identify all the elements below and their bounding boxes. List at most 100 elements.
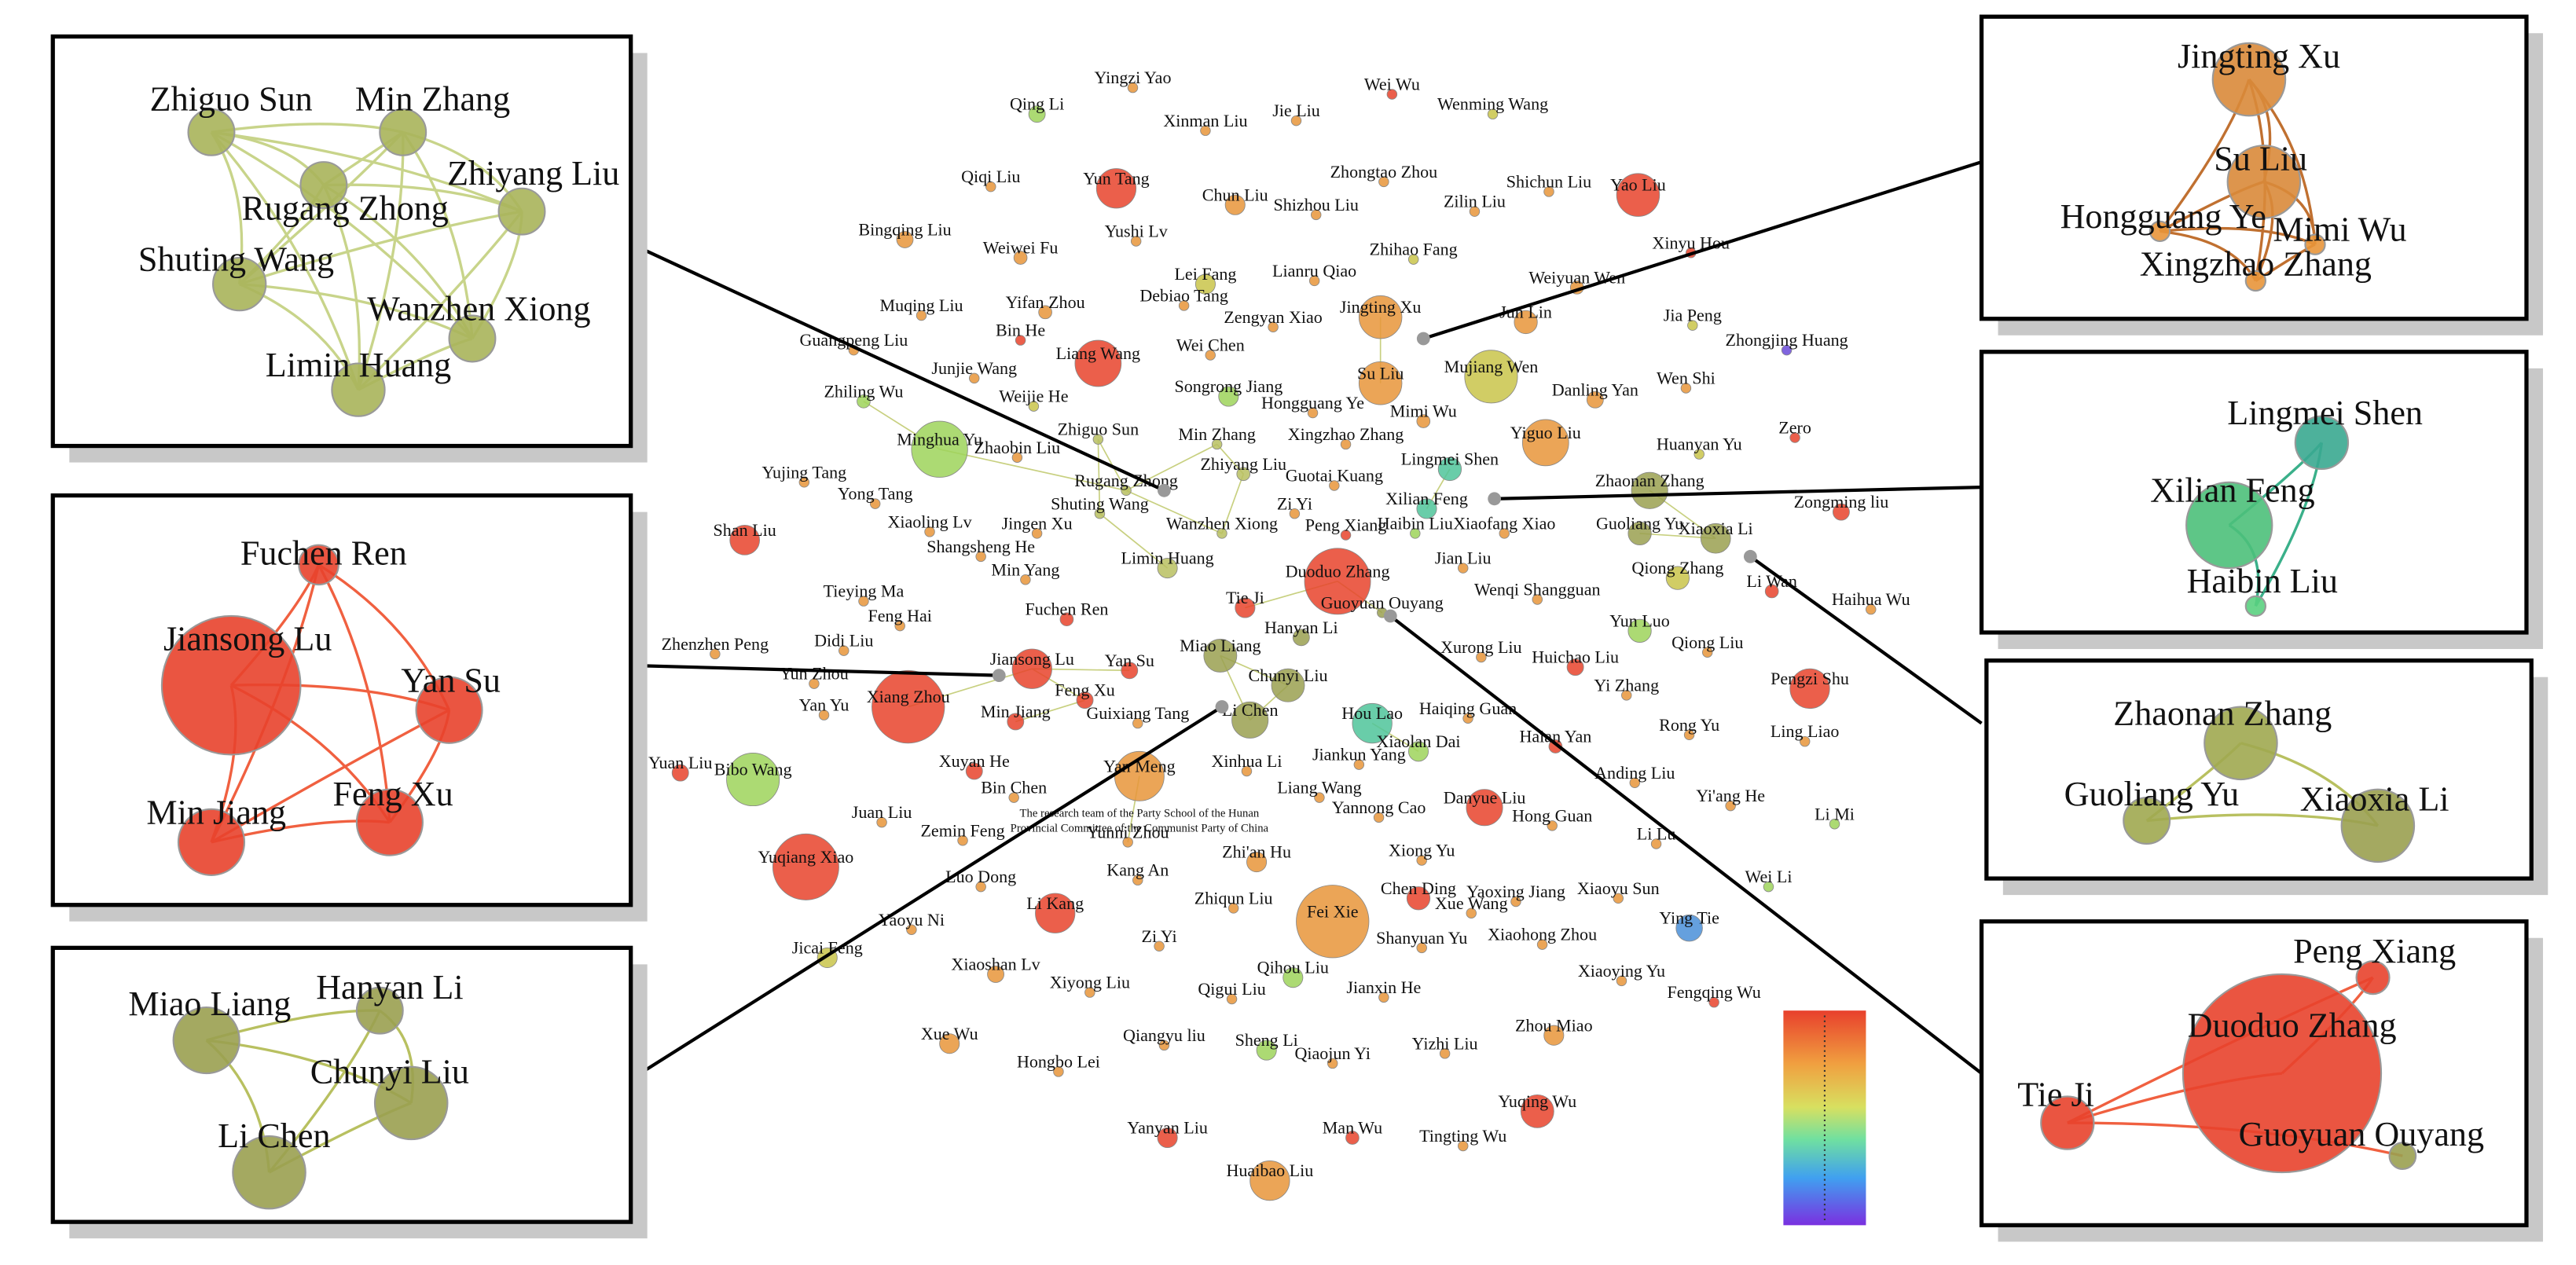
inset-node-label: Rugang Zhong xyxy=(241,189,448,227)
node-label: Haihua Wu xyxy=(1832,589,1910,609)
node-label: Guixiang Tang xyxy=(1086,703,1189,723)
node xyxy=(1157,1127,1178,1149)
node xyxy=(1407,254,1419,265)
node-label: Yuqing Wu xyxy=(1498,1091,1576,1111)
node-label: Yannong Cao xyxy=(1332,798,1426,817)
node xyxy=(1241,765,1253,777)
node xyxy=(1764,584,1779,599)
node xyxy=(1627,521,1652,546)
node-label: Yan Su xyxy=(1105,651,1154,670)
node-label: Li Chen xyxy=(1222,700,1279,720)
node-label: Hongbo Lei xyxy=(1017,1051,1100,1071)
node xyxy=(1203,638,1238,673)
node xyxy=(1789,668,1830,710)
node xyxy=(1268,321,1279,332)
node xyxy=(969,372,980,384)
node-label: Bin Chen xyxy=(981,778,1047,798)
node xyxy=(1629,777,1640,788)
inset-node-label: Li Chen xyxy=(218,1116,330,1155)
node-label: Yun Tang xyxy=(1083,168,1149,188)
node xyxy=(1038,305,1052,320)
inset-node-label: Limin Huang xyxy=(266,346,451,384)
anchor-dot xyxy=(1157,483,1171,497)
node-label: Xingzhao Zhang xyxy=(1288,424,1404,444)
node-label: Yifan Zhou xyxy=(1006,292,1085,312)
node-label: Duoduo Zhang xyxy=(1286,561,1390,581)
inset-node-label: Zhiguo Sun xyxy=(150,80,313,119)
node xyxy=(1327,1058,1338,1069)
node-label: Bingqing Liu xyxy=(858,219,951,239)
connector-line xyxy=(632,663,1000,677)
inset-node-label: Yan Su xyxy=(401,661,501,699)
node xyxy=(1358,361,1403,405)
node-label: Jie Liu xyxy=(1272,101,1320,120)
node xyxy=(1035,893,1076,933)
inset-edge xyxy=(322,184,474,339)
node xyxy=(1866,603,1877,615)
node xyxy=(1158,1040,1170,1051)
node-label: Zilin Liu xyxy=(1444,192,1506,211)
node xyxy=(1464,350,1518,404)
node-label: Mimi Wu xyxy=(1390,402,1457,421)
node-label: Yao Liu xyxy=(1610,175,1666,195)
node-label: Qing Li xyxy=(1010,94,1064,114)
node xyxy=(838,645,849,656)
node-label: Peng Xiang xyxy=(1305,515,1386,535)
node-label: Huichao Liu xyxy=(1532,647,1619,667)
connector-line xyxy=(1422,160,1983,340)
node-label: Yi Zhang xyxy=(1594,675,1659,695)
node xyxy=(857,394,871,409)
node xyxy=(1013,251,1028,265)
node-label: Qiaojun Yi xyxy=(1294,1043,1371,1063)
node-label: Yushi Lv xyxy=(1105,222,1169,241)
node-label: Xilian Feng xyxy=(1385,489,1468,508)
node xyxy=(1231,701,1269,739)
node xyxy=(1543,1025,1565,1046)
node xyxy=(916,310,927,321)
node xyxy=(1683,729,1695,741)
node xyxy=(1200,125,1211,136)
inset-node-label: Jiansong Lu xyxy=(163,620,332,658)
node-label: Xiaoying Yu xyxy=(1578,961,1665,981)
inset-node xyxy=(497,187,546,236)
connector-line xyxy=(1494,485,1982,500)
node-label: Zhenzhen Peng xyxy=(662,634,769,654)
inset-node xyxy=(379,108,427,156)
node xyxy=(1224,194,1246,215)
node-label: Xinhua Li xyxy=(1211,751,1282,771)
inset-node xyxy=(2244,270,2267,292)
node xyxy=(1439,1048,1451,1059)
node-label: Wenming Wang xyxy=(1437,94,1548,114)
node xyxy=(1345,1131,1360,1145)
node-label: Yun Zhou xyxy=(780,664,849,684)
node-label: Wei Wu xyxy=(1364,75,1420,94)
node xyxy=(1084,987,1095,998)
inset-node-label: Haibin Liu xyxy=(2187,562,2338,600)
node xyxy=(1314,792,1325,803)
node-label: Jianxin He xyxy=(1346,977,1421,997)
node-label: Zhou Miao xyxy=(1515,1015,1593,1035)
node xyxy=(1249,1160,1290,1201)
node-label: Wei Li xyxy=(1745,867,1792,886)
inset-node-label: Wanzhen Xiong xyxy=(367,289,590,328)
node-label: Kang An xyxy=(1106,860,1169,880)
node xyxy=(869,498,881,509)
node-label: Xiaolan Dai xyxy=(1376,732,1460,751)
inset-node-label: Guoyuan Ouyang xyxy=(2239,1115,2484,1153)
node-label: Jingting Xu xyxy=(1340,297,1422,317)
node-label: Zhiling Wu xyxy=(824,381,903,401)
node-label: Zongming liu xyxy=(1794,492,1889,512)
node-label: Xiyong Liu xyxy=(1050,973,1130,992)
node-label: Yong Tang xyxy=(838,484,913,504)
node xyxy=(1650,838,1662,849)
node xyxy=(1406,886,1431,911)
inset-node-label: Zhaonan Zhang xyxy=(2113,694,2332,732)
node xyxy=(975,551,986,563)
node xyxy=(906,924,917,935)
node xyxy=(1246,852,1268,873)
node-label: Xiong Yu xyxy=(1389,841,1455,860)
node xyxy=(939,1033,960,1054)
node xyxy=(1613,893,1624,904)
inset: Lingmei Shen Xilian Feng Haibin Liu xyxy=(1979,350,2543,650)
inset-node xyxy=(2211,42,2287,117)
